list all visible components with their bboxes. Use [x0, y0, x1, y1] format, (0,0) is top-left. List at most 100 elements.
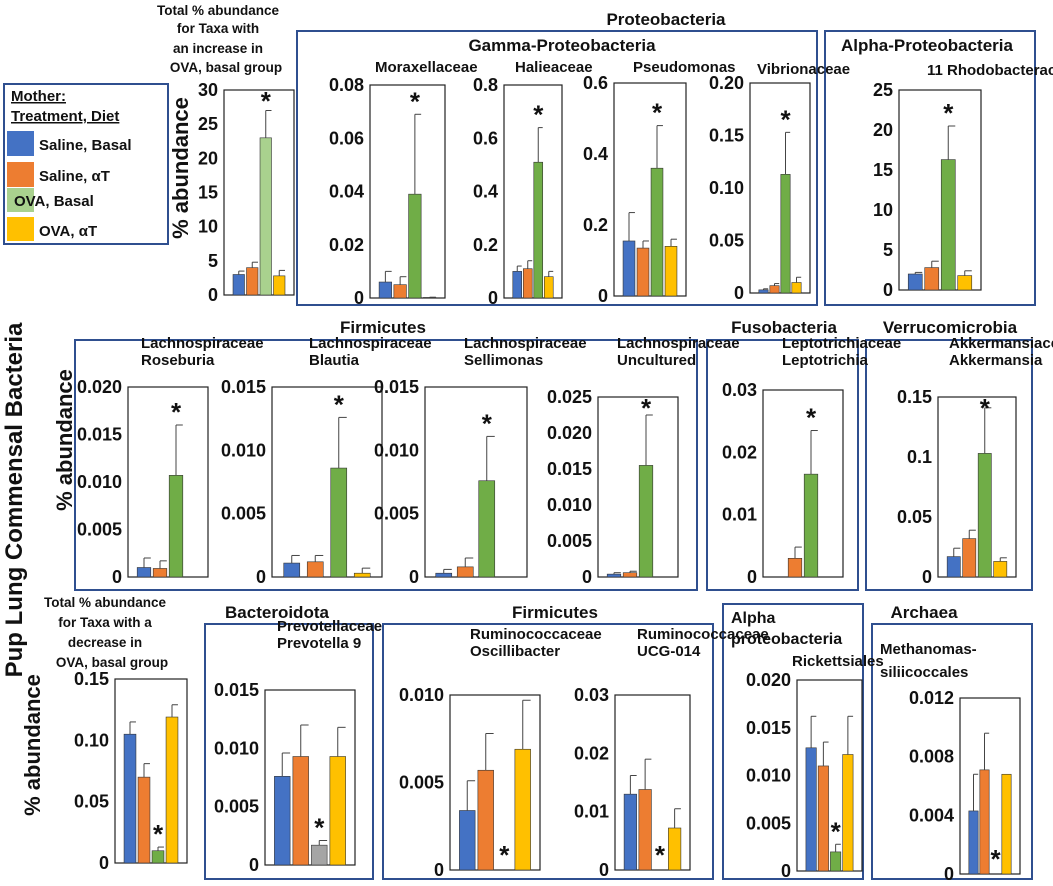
- bar-ova_at: [791, 282, 802, 294]
- bar-saline_basal: [606, 573, 622, 578]
- panel-title: Prevotella 9: [277, 635, 361, 652]
- gamma-proteobacteria-title: Gamma-Proteobacteria: [468, 36, 656, 55]
- plot-frame: [369, 84, 446, 299]
- bar-ova_basal_light: [259, 137, 272, 296]
- bar-ova_at: [668, 827, 682, 871]
- chart-panels: 0 5 10 15 20 25 30 * 0 0.02 0.04 0.06 0.08 * Moraxella…: [74, 59, 1053, 884]
- bar-ova_basal: [803, 473, 819, 578]
- plot-frame: [449, 694, 541, 871]
- legend: Mother: Treatment, Diet Saline, Basal Sa…: [3, 83, 169, 245]
- alpha-proteobacteria-row3-box: [722, 603, 864, 880]
- bar-saline_at: [924, 267, 940, 291]
- significance-star: *: [831, 816, 842, 846]
- y-tick-label: 0.025: [547, 387, 592, 407]
- y-tick-label: 15: [198, 183, 218, 203]
- y-tick-label: 0: [598, 286, 608, 306]
- bar-ova_at: [165, 716, 179, 864]
- chart-halieaceae: 0 0.2 0.4 0.6 0.8 * Halieaceae: [473, 59, 593, 308]
- y-tick-label: 0: [922, 567, 932, 587]
- bar-saline_at: [456, 566, 474, 578]
- y-tick-label: 0.15: [74, 669, 109, 689]
- y-tick-label: 0.015: [374, 377, 419, 397]
- y-tick-label: 0.15: [897, 387, 932, 407]
- bar-saline_at: [522, 268, 533, 299]
- bar-saline_basal: [123, 733, 137, 864]
- plot-frame: [613, 82, 687, 297]
- panel-title: Blautia: [309, 352, 360, 369]
- archaea-box: [871, 623, 1033, 880]
- fusobacteria-title: Fusobacteria: [731, 318, 837, 337]
- plot-frame: [264, 689, 356, 866]
- significance-star: *: [261, 86, 272, 116]
- panel-title: Uncultured: [617, 352, 696, 369]
- legend-title-2: Treatment, Diet: [11, 108, 119, 125]
- y-tick-label: 0.015: [547, 459, 592, 479]
- plot-frame: [749, 82, 811, 294]
- y-tick-label: 0.6: [583, 73, 608, 93]
- significance-star: *: [153, 819, 164, 849]
- bar-ova_at: [993, 561, 1008, 578]
- total-increase-line2: for Taxa with: [177, 21, 259, 36]
- plot-frame: [614, 694, 691, 871]
- panel-title: Oscillibacter: [470, 643, 560, 660]
- panel-title: Leptotrichia: [782, 352, 868, 369]
- significance-star: *: [314, 813, 325, 843]
- total-decrease-line4: OVA, basal group: [56, 655, 168, 670]
- bar-saline_basal: [283, 562, 301, 578]
- ylabel-row1: % abundance: [168, 97, 193, 239]
- y-tick-label: 0: [208, 285, 218, 305]
- panel-title: Sellimonas: [464, 352, 543, 369]
- panel-title: Lachnospiraceae: [309, 335, 432, 352]
- y-tick-label: 0: [354, 288, 364, 308]
- bar-ova_basal: [977, 453, 992, 578]
- bar-ova_basal: [830, 851, 842, 872]
- y-tick-label: 0.6: [473, 128, 498, 148]
- chart-uncultured: 0 0.005 0.010 0.015 0.020 0.025 * Lachnospirace…: [547, 335, 740, 587]
- y-tick-label: 0.010: [77, 472, 122, 492]
- chart-total_decrease: 0 0.05 0.10 0.15 *: [74, 669, 188, 873]
- y-tick-label: 0.06: [329, 128, 364, 148]
- chart-roseburia: 0 0.005 0.010 0.015 0.020 * LachnospiraceaeRos…: [77, 335, 264, 587]
- total-decrease-line1: Total % abundance: [44, 595, 167, 610]
- total-increase-line3: an increase in: [173, 41, 263, 56]
- significance-star: *: [410, 86, 421, 116]
- alpha-proteobacteria-row3-line2: proteobacteria: [731, 631, 842, 648]
- bar-ova_basal: [330, 467, 348, 578]
- y-tick-label: 0.10: [709, 178, 744, 198]
- panel-title: Lachnospiraceae: [617, 335, 740, 352]
- significance-star: *: [980, 393, 991, 423]
- legend-label-ova-basal: OVA, Basal: [14, 193, 94, 210]
- y-tick-label: 0.020: [77, 377, 122, 397]
- y-tick-label: 30: [198, 80, 218, 100]
- y-tick-label: 15: [873, 160, 893, 180]
- bar-ova_basal: [940, 159, 956, 291]
- y-tick-label: 0: [883, 280, 893, 300]
- bar-saline_basal: [378, 281, 392, 299]
- significance-star: *: [655, 840, 666, 870]
- legend-swatch-saline-basal: [7, 131, 34, 156]
- archaea-title: Archaea: [890, 603, 958, 622]
- chart-sellimonas: 0 0.005 0.010 0.015 * LachnospiraceaeSellimon…: [374, 335, 587, 587]
- archaea-taxon-line1: Methanomas-: [880, 641, 977, 658]
- y-tick-label: 0: [434, 860, 444, 880]
- chart-rhodobacteraceae: 0 5 10 15 20 25 * 11 Rhodobacteraceae: [873, 62, 1053, 300]
- group-boxes: [74, 30, 1036, 880]
- ylabel-row2: % abundance: [52, 369, 77, 511]
- y-tick-label: 0.02: [722, 442, 757, 462]
- plot-frame: [937, 396, 1017, 578]
- y-tick-label: 0: [944, 864, 954, 884]
- archaea-taxon-line2: siliicoccales: [880, 664, 968, 681]
- bar-ova_at: [273, 275, 286, 296]
- y-tick-label: 0: [747, 567, 757, 587]
- plot-frame: [898, 89, 982, 291]
- bar-ova_at: [1001, 773, 1012, 875]
- y-tick-label: 0.010: [214, 738, 259, 758]
- y-tick-label: 20: [873, 120, 893, 140]
- y-tick-label: 0.005: [214, 797, 259, 817]
- bar-saline_basal: [623, 793, 637, 871]
- significance-star: *: [780, 104, 791, 134]
- y-tick-label: 0.04: [329, 182, 364, 202]
- significance-star: *: [641, 393, 652, 423]
